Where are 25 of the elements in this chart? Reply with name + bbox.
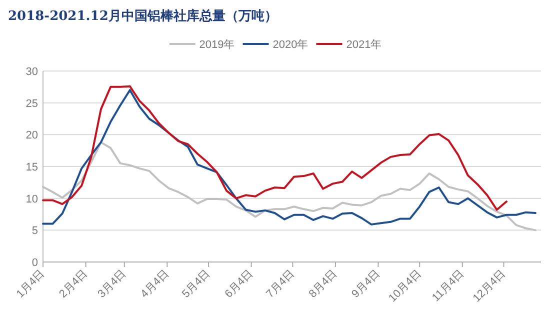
x-tick-label: 5月4日 — [180, 268, 213, 300]
y-tick-label: 30 — [26, 66, 38, 78]
y-tick-label: 25 — [26, 98, 38, 110]
x-tick-label: 3月4日 — [96, 268, 129, 300]
x-tick-label: 4月4日 — [138, 268, 172, 300]
y-tick-label: 10 — [26, 193, 38, 206]
x-tick-label: 11月4日 — [430, 268, 466, 304]
y-tick-label: 0 — [32, 257, 38, 269]
chart-title: 2018-2021.12月中国铝棒社库总量（万吨） — [8, 8, 278, 24]
y-tick-label: 20 — [26, 130, 38, 142]
x-tick-label: 1月4日 — [14, 268, 48, 300]
y-tick-label: 15 — [26, 162, 38, 174]
legend-label: 2021年 — [346, 39, 382, 51]
x-tick-label: 7月4日 — [264, 268, 297, 300]
legend-label: 2020年 — [272, 39, 308, 51]
y-tick-label: 5 — [32, 225, 38, 238]
x-tick-label: 9月4日 — [350, 268, 382, 300]
x-tick-label: 2月4日 — [57, 268, 90, 300]
x-tick-label: 6月4日 — [222, 268, 256, 300]
x-tick-label: 8月4日 — [306, 268, 340, 300]
line-series — [42, 89, 536, 226]
legend-label: 2019年 — [199, 39, 235, 51]
x-tick-label: 10月4日 — [386, 268, 424, 305]
line-series — [42, 85, 508, 211]
x-tick-label: 12月4日 — [470, 268, 508, 305]
